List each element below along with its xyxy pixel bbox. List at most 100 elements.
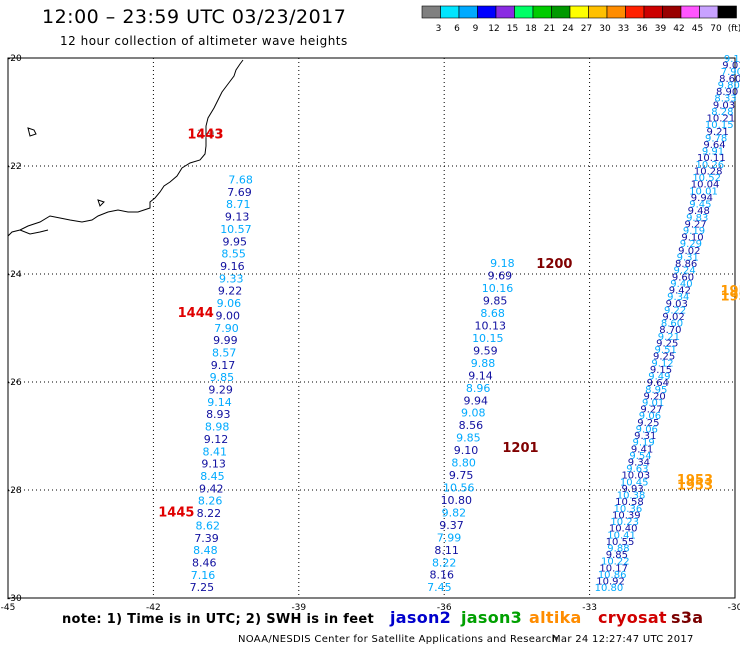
- legend-label: 42: [673, 24, 684, 34]
- legend-swatch: [569, 5, 589, 19]
- swh-value: 9.20: [644, 391, 666, 402]
- swh-value: 9.83: [686, 213, 708, 224]
- swh-value: 9.80: [718, 80, 740, 91]
- swh-value: 8.56: [459, 419, 484, 432]
- swh-value: 10.41: [607, 530, 636, 541]
- swh-value: 9.19: [683, 226, 705, 237]
- swh-value: 9.48: [688, 206, 710, 217]
- swh-value: 9.31: [634, 431, 656, 442]
- swh-value: 9.27: [640, 405, 662, 416]
- swh-value: 9.10: [681, 233, 703, 244]
- swh-value: 9.40: [670, 279, 692, 290]
- legend-swatch: [625, 5, 645, 19]
- swh-value: 9.25: [637, 418, 659, 429]
- swh-value: 9.27: [684, 219, 706, 230]
- swh-value: 9.94: [463, 394, 488, 407]
- swh-value: 10.21: [707, 114, 736, 125]
- legend-swatch: [699, 5, 719, 19]
- swh-value: 8.22: [197, 507, 222, 520]
- swh-value: 10.15: [705, 120, 734, 131]
- swh-value: 9.15: [650, 365, 672, 376]
- swh-value: 10.80: [441, 494, 473, 507]
- legend-label: 21: [544, 24, 555, 34]
- swh-value: 10.40: [609, 524, 638, 535]
- swh-value: 7.69: [227, 186, 252, 199]
- legend-label: 18: [525, 24, 537, 34]
- swh-value: 9.59: [473, 344, 498, 357]
- page-title: 12:00 – 23:59 UTC 03/23/2017: [42, 6, 347, 28]
- credit-line: NOAA/NESDIS Center for Satellite Applica…: [238, 634, 559, 645]
- swh-value: 9.13: [201, 458, 226, 471]
- swh-value: 9.03: [713, 100, 735, 111]
- swh-value: 7.39: [194, 532, 219, 545]
- swh-value: 10.56: [443, 482, 475, 495]
- swh-value: 9.88: [607, 544, 629, 555]
- swh-value: 9.17: [211, 359, 236, 372]
- swh-value: 7.25: [190, 581, 215, 594]
- swh-value: 8.93: [206, 408, 231, 421]
- swh-value: 10.38: [617, 491, 646, 502]
- swh-value: 8.71: [226, 198, 251, 211]
- swh-value: 10.17: [599, 563, 628, 574]
- swh-value: 8.60: [661, 319, 683, 330]
- swh-value: 10.04: [691, 180, 720, 191]
- swh-value: 9.06: [639, 411, 661, 422]
- y-tick-label: -26: [7, 378, 22, 388]
- footer-note: note: 1) Time is in UTC; 2) SWH is in fe…: [62, 612, 374, 627]
- swh-value: 8.96: [466, 382, 491, 395]
- swh-value: 7.90: [214, 322, 239, 335]
- y-tick-label: -24: [7, 270, 22, 280]
- legend-swatch: [680, 5, 700, 19]
- swh-value: 10.92: [596, 577, 625, 588]
- time-label: 1952: [720, 290, 740, 305]
- legend-swatch: [458, 5, 478, 19]
- x-tick-label: -30: [728, 603, 740, 613]
- color-legend: 3 6 9 12 15 18 21 24 27 30 33 36 39 42 45 70 (ft): [421, 5, 740, 34]
- swh-value: 9.51: [655, 345, 677, 356]
- swh-value: 8.16: [430, 569, 455, 582]
- legend-swatch: [532, 5, 552, 19]
- swh-value: 10.55: [606, 537, 635, 548]
- swh-value: 9.03: [666, 299, 688, 310]
- swh-value: 10.26: [695, 160, 724, 171]
- swh-value: 9.49: [648, 372, 670, 383]
- swh-value: 9.12: [651, 358, 673, 369]
- swh-value: 9.02: [678, 246, 700, 257]
- time-label: 1201: [502, 441, 538, 456]
- swh-value: 9.42: [669, 286, 691, 297]
- swh-value: 8.46: [192, 556, 217, 569]
- swh-value: 10.80: [595, 583, 624, 594]
- y-tick-label: -20: [7, 54, 22, 64]
- y-tick-label: -28: [7, 486, 22, 496]
- legend-swatch: [514, 5, 534, 19]
- swh-value: 2.93: [197, 128, 222, 141]
- swh-value: 9.31: [677, 252, 699, 263]
- legend-swatch: [440, 5, 460, 19]
- coastline-bay: [19, 229, 49, 235]
- swh-value: 9.45: [689, 200, 711, 211]
- swh-value: 7.99: [437, 531, 462, 544]
- swh-value: 8.98: [205, 421, 230, 434]
- swh-value: 10.16: [482, 282, 514, 295]
- swh-value: 8.11: [434, 544, 459, 557]
- satellite-jason3: jason3: [461, 608, 523, 627]
- swh-value: 8.45: [200, 470, 225, 483]
- swh-value: 9.64: [647, 378, 669, 389]
- coastline: [7, 59, 244, 237]
- swh-value: 9.22: [664, 305, 686, 316]
- swh-value: 9.29: [208, 384, 233, 397]
- swh-value: 10.23: [610, 517, 639, 528]
- swh-value: 10.13: [474, 320, 506, 333]
- swh-value: 10.03: [621, 471, 650, 482]
- legend-swatch: [421, 5, 441, 19]
- swh-value: 9.34: [628, 458, 650, 469]
- legend-swatch: [477, 5, 497, 19]
- island-1: [27, 127, 37, 137]
- legend-swatch: [551, 5, 571, 19]
- legend-label: 24: [562, 24, 574, 34]
- swh-value: 9.12: [204, 433, 229, 446]
- swh-value: 9.00: [215, 309, 240, 322]
- generated-timestamp: Mar 24 12:27:47 UTC 2017: [552, 634, 694, 645]
- swh-value: 9.01: [722, 61, 740, 72]
